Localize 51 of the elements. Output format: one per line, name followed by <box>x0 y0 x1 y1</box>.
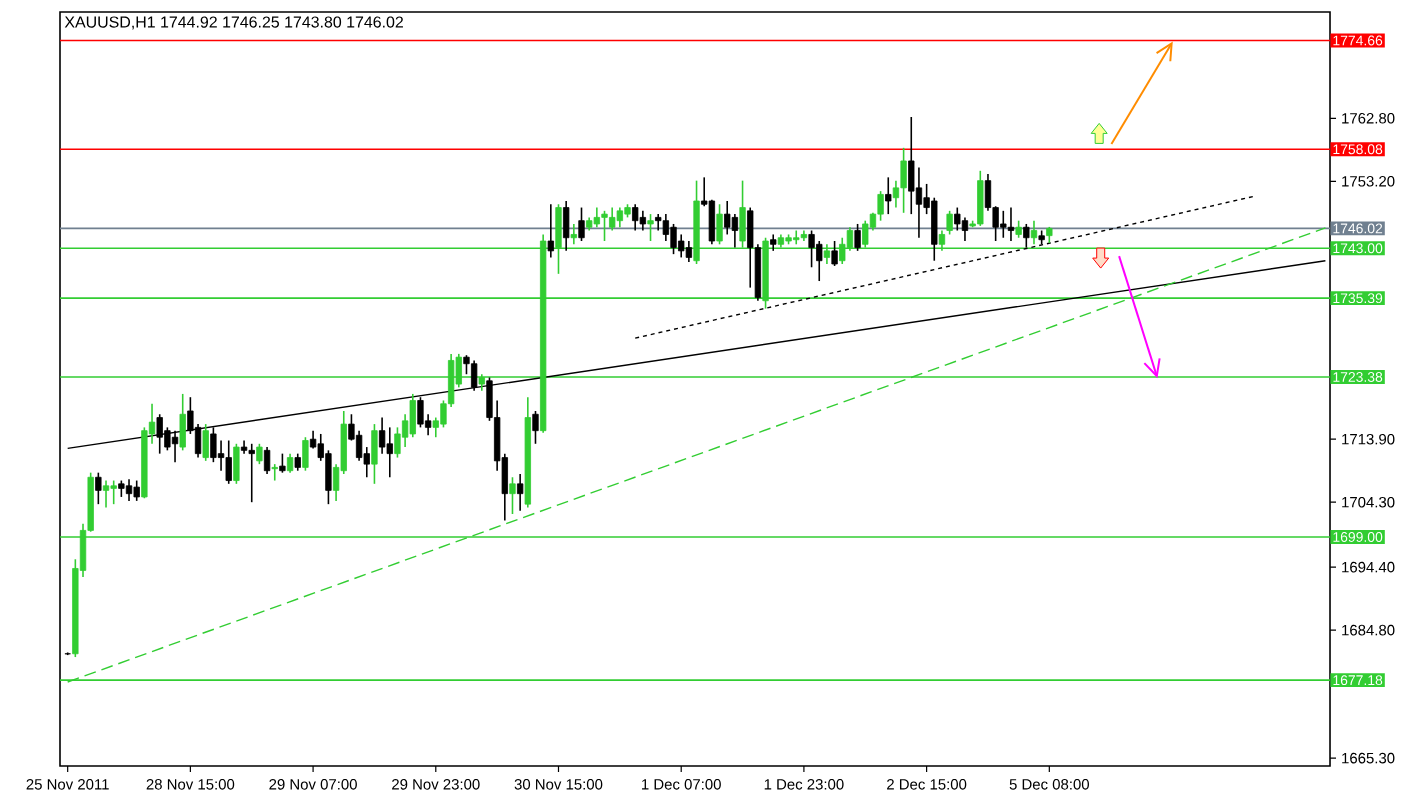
candlestick <box>961 216 969 242</box>
candlestick <box>110 479 117 505</box>
candlestick <box>125 478 133 502</box>
candlestick <box>685 240 693 263</box>
candlestick <box>286 452 294 474</box>
candlestick <box>509 476 516 515</box>
candlestick <box>900 147 907 214</box>
candlestick <box>202 423 209 462</box>
candlestick <box>609 206 616 232</box>
candlestick <box>877 190 884 222</box>
candlestick <box>248 442 255 503</box>
candlestick <box>563 200 570 252</box>
candlestick <box>133 479 140 502</box>
candlestick <box>532 410 539 445</box>
candlestick <box>386 426 393 479</box>
candlestick <box>831 240 838 267</box>
candlestick <box>371 423 378 485</box>
candlestick <box>647 213 654 242</box>
candlestick <box>593 206 600 229</box>
candlestick <box>233 442 240 485</box>
candlestick <box>1023 223 1030 249</box>
candlestick <box>578 206 585 242</box>
candlestick <box>516 473 524 512</box>
candlestick <box>662 213 670 242</box>
candlestick <box>302 436 309 472</box>
candlestick <box>915 166 923 239</box>
candlestick <box>678 233 685 259</box>
candlestick <box>1000 210 1007 239</box>
candlestick <box>816 240 823 282</box>
candlestick <box>616 206 624 229</box>
candlestick <box>931 196 938 262</box>
candlestick <box>409 393 416 439</box>
candlestick <box>601 210 608 242</box>
candlestick <box>417 396 424 429</box>
candlestick <box>102 479 110 509</box>
candlestick <box>977 170 984 227</box>
candlestick <box>632 203 639 232</box>
candlestick <box>263 446 271 475</box>
candlestick <box>271 463 278 482</box>
candlestick <box>95 471 102 505</box>
candlestick <box>1007 206 1015 242</box>
candlestick <box>854 223 861 252</box>
candlestick <box>639 210 647 232</box>
candlestick <box>279 452 286 474</box>
candlestick <box>225 439 232 485</box>
candlestick <box>885 176 892 215</box>
candlestick <box>946 210 953 236</box>
candlestick <box>179 393 186 452</box>
candlestick <box>470 359 478 392</box>
candlestick <box>256 442 263 465</box>
candlestick <box>547 203 554 259</box>
